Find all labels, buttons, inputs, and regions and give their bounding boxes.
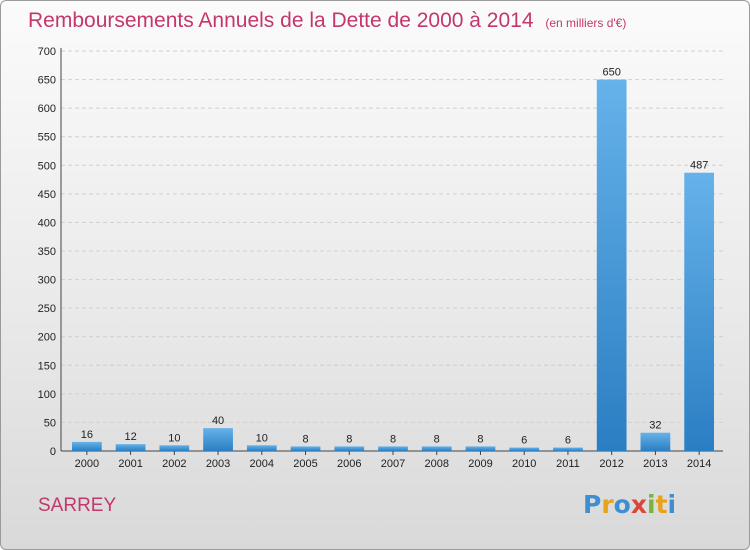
bar: [71, 441, 102, 451]
bar: [246, 445, 277, 451]
data-label: 32: [649, 420, 661, 432]
data-label: 487: [690, 160, 708, 172]
y-tick-label: 450: [38, 189, 56, 201]
y-tick-label: 150: [38, 360, 56, 372]
data-label: 10: [256, 432, 268, 444]
bar: [378, 446, 408, 451]
y-tick-label: 0: [50, 446, 56, 458]
logo-letter: P: [583, 490, 602, 519]
y-tick-label: 700: [38, 46, 56, 58]
place-name: SARREY: [38, 495, 117, 516]
x-tick-label: 2009: [468, 458, 492, 470]
bar: [159, 445, 190, 451]
x-tick-label: 2013: [643, 458, 667, 470]
x-tick-label: 2006: [337, 458, 361, 470]
chart-subtitle: (en milliers d'€): [545, 16, 627, 30]
y-tick-label: 650: [38, 75, 56, 87]
x-tick-label: 2014: [687, 458, 711, 470]
chart-title-text: Remboursements Annuels de la Dette de 20…: [28, 9, 534, 32]
bar: [465, 446, 496, 451]
y-tick-label: 550: [38, 132, 56, 144]
chart-title: Remboursements Annuels de la Dette de 20…: [28, 9, 626, 33]
logo-letter: i: [647, 490, 656, 519]
y-tick-label: 300: [38, 275, 56, 287]
data-label: 8: [302, 433, 308, 445]
y-tick-label: 500: [38, 160, 56, 172]
x-tick-label: 2003: [206, 458, 230, 470]
bar: [203, 428, 233, 451]
logo-letter: o: [613, 490, 631, 519]
x-tick-label: 2002: [162, 458, 186, 470]
y-tick-label: 350: [38, 246, 56, 258]
y-tick-label: 200: [38, 332, 56, 344]
x-tick-label: 2004: [250, 458, 274, 470]
bar: [684, 172, 715, 451]
x-tick-label: 2005: [293, 458, 317, 470]
bar: [421, 446, 452, 451]
data-label: 16: [81, 429, 93, 441]
bar: [290, 446, 321, 451]
data-label: 6: [521, 435, 527, 447]
logo-letter: t: [655, 490, 668, 519]
data-label: 40: [212, 415, 224, 427]
data-label: 10: [168, 432, 180, 444]
y-tick-label: 600: [38, 103, 56, 115]
data-label: 6: [565, 435, 571, 447]
y-tick-label: 250: [38, 303, 56, 315]
x-tick-label: 2010: [512, 458, 536, 470]
data-label: 12: [124, 431, 136, 443]
bar: [509, 447, 540, 451]
x-tick-label: 2012: [599, 458, 623, 470]
data-label: 8: [434, 433, 440, 445]
bar: [596, 79, 627, 452]
data-label: 8: [390, 433, 396, 445]
data-label: 8: [346, 433, 352, 445]
y-tick-label: 400: [38, 217, 56, 229]
bar: [553, 447, 583, 451]
logo-letter: r: [601, 490, 614, 519]
x-tick-label: 2001: [118, 458, 142, 470]
logo-letter: x: [630, 490, 647, 519]
bar: [334, 446, 365, 451]
x-tick-label: 2007: [381, 458, 405, 470]
y-tick-label: 50: [44, 417, 56, 429]
bar: [115, 444, 146, 451]
y-tick-label: 100: [38, 389, 56, 401]
bar: [640, 432, 671, 451]
data-label: 8: [477, 433, 483, 445]
x-tick-label: 2011: [556, 458, 580, 470]
data-label: 650: [602, 67, 620, 79]
logo-letter: i: [667, 490, 677, 519]
x-tick-label: 2008: [424, 458, 448, 470]
proxiti-logo: Proxiti: [583, 490, 676, 519]
x-tick-label: 2000: [75, 458, 99, 470]
